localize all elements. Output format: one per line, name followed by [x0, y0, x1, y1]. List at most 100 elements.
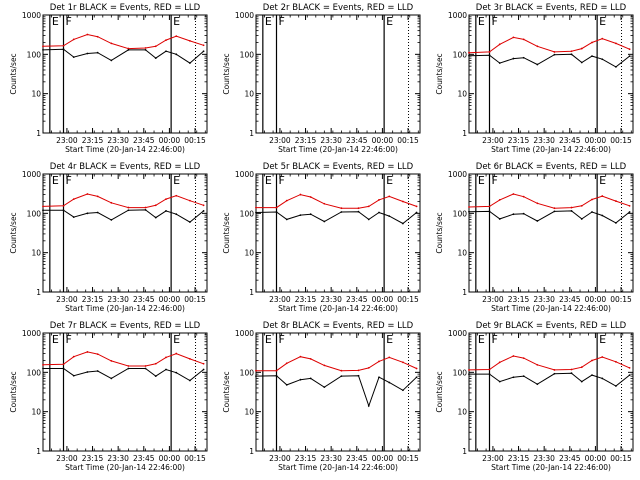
series-point	[591, 374, 593, 377]
series-point	[127, 206, 130, 209]
series-point	[601, 58, 604, 61]
plot-frame	[255, 173, 421, 293]
x-tick-label: 23:00	[482, 295, 504, 304]
x-axis-label: Start Time (20-Jan-14 22:46:00)	[278, 463, 398, 472]
y-tick-label: 1	[36, 447, 41, 456]
x-tick-label: 23:30	[107, 454, 129, 463]
series-line	[42, 193, 204, 209]
series-point	[536, 363, 539, 366]
x-axis-label: Start Time (20-Jan-14 22:46:00)	[278, 304, 398, 313]
series-point	[202, 210, 205, 212]
series-point	[367, 205, 370, 208]
x-tick-label: 00:00	[372, 454, 394, 463]
series-point	[388, 195, 391, 198]
series-point	[628, 48, 631, 51]
series-point	[110, 360, 113, 362]
series-point	[580, 61, 583, 64]
series-point	[536, 202, 539, 205]
series-point	[62, 44, 65, 47]
marker-label: E	[265, 174, 272, 187]
x-tick-label: 23:15	[508, 454, 530, 463]
series-point	[96, 195, 99, 198]
series-point	[615, 360, 617, 363]
y-tick-label: 1000	[235, 170, 254, 179]
series-point	[488, 51, 491, 53]
y-tick-label: 1	[36, 288, 41, 297]
series-point	[62, 48, 65, 51]
x-tick-label: 23:45	[133, 136, 155, 145]
series-point	[488, 368, 491, 371]
series-point	[553, 51, 556, 53]
y-tick-label: 100	[453, 50, 468, 59]
y-tick-label: 10	[31, 90, 41, 99]
series-point	[275, 211, 278, 213]
series-point	[202, 362, 205, 365]
series-point	[512, 213, 515, 216]
series-point	[570, 372, 573, 375]
chart-title: Det 6r BLACK = Events, RED = LLD	[476, 162, 627, 172]
series-point	[601, 37, 604, 40]
series-point	[570, 50, 573, 53]
series-point	[189, 357, 191, 360]
y-axis-label: Counts/sec	[9, 212, 18, 253]
series-point	[154, 45, 157, 48]
x-axis-label: Start Time (20-Jan-14 22:46:00)	[491, 145, 611, 154]
series-point	[96, 370, 99, 372]
series-point	[615, 65, 617, 68]
plot-frame	[468, 332, 634, 452]
marker-label: E	[265, 15, 272, 28]
series-point	[96, 211, 99, 214]
series-point	[498, 361, 501, 364]
series-point	[110, 377, 113, 380]
plot-frame	[42, 173, 208, 293]
marker-label: E	[478, 15, 485, 28]
series-point	[498, 218, 501, 220]
y-tick-label: 1000	[22, 329, 41, 338]
series-point	[601, 195, 604, 197]
series-point	[488, 210, 491, 213]
chart-title: Det 2r BLACK = Events, RED = LLD	[263, 3, 414, 13]
x-tick-label: 23:00	[56, 136, 78, 145]
series-point	[144, 206, 147, 209]
series-point	[601, 356, 604, 358]
series-line	[468, 355, 630, 371]
series-point	[340, 369, 343, 372]
series-point	[285, 362, 288, 365]
chart-panel: Det 4r BLACK = Events, RED = LLD 1 10 100 10…	[9, 162, 208, 313]
series-point	[144, 367, 147, 370]
chart-panel: Det 6r BLACK = Events, RED = LLD 1 10 100 10…	[435, 162, 634, 313]
y-tick-label: 10	[457, 408, 467, 417]
series-point	[189, 62, 191, 64]
series-point	[367, 218, 370, 221]
series-point	[488, 205, 491, 208]
series-point	[601, 377, 604, 380]
chart-panel: Det 9r BLACK = Events, RED = LLD 1 10 100 10…	[435, 321, 634, 472]
series-point	[570, 368, 573, 371]
marker-label: E	[478, 174, 485, 187]
series-point	[127, 48, 130, 51]
marker-label: E	[386, 333, 393, 346]
chart-title: Det 3r BLACK = Events, RED = LLD	[476, 3, 627, 13]
x-tick-label: 23:15	[82, 136, 104, 145]
series-point	[110, 219, 113, 221]
series-point	[86, 351, 89, 353]
x-tick-label: 00:00	[585, 136, 607, 145]
series-point	[340, 211, 343, 213]
series-line	[468, 210, 630, 224]
series-point	[615, 222, 617, 224]
x-tick-label: 23:15	[82, 295, 104, 304]
x-tick-label: 23:45	[133, 295, 155, 304]
y-axis-label: Counts/sec	[222, 212, 231, 253]
x-tick-label: 23:00	[269, 454, 291, 463]
series-point	[512, 355, 515, 357]
series-point	[553, 53, 556, 56]
y-tick-label: 1000	[235, 329, 254, 338]
series-point	[522, 56, 525, 59]
series-point	[357, 210, 360, 213]
y-tick-label: 10	[244, 249, 254, 258]
x-tick-label: 23:15	[295, 454, 317, 463]
series-point	[202, 44, 205, 47]
series-point	[165, 210, 167, 212]
series-point	[570, 210, 573, 212]
